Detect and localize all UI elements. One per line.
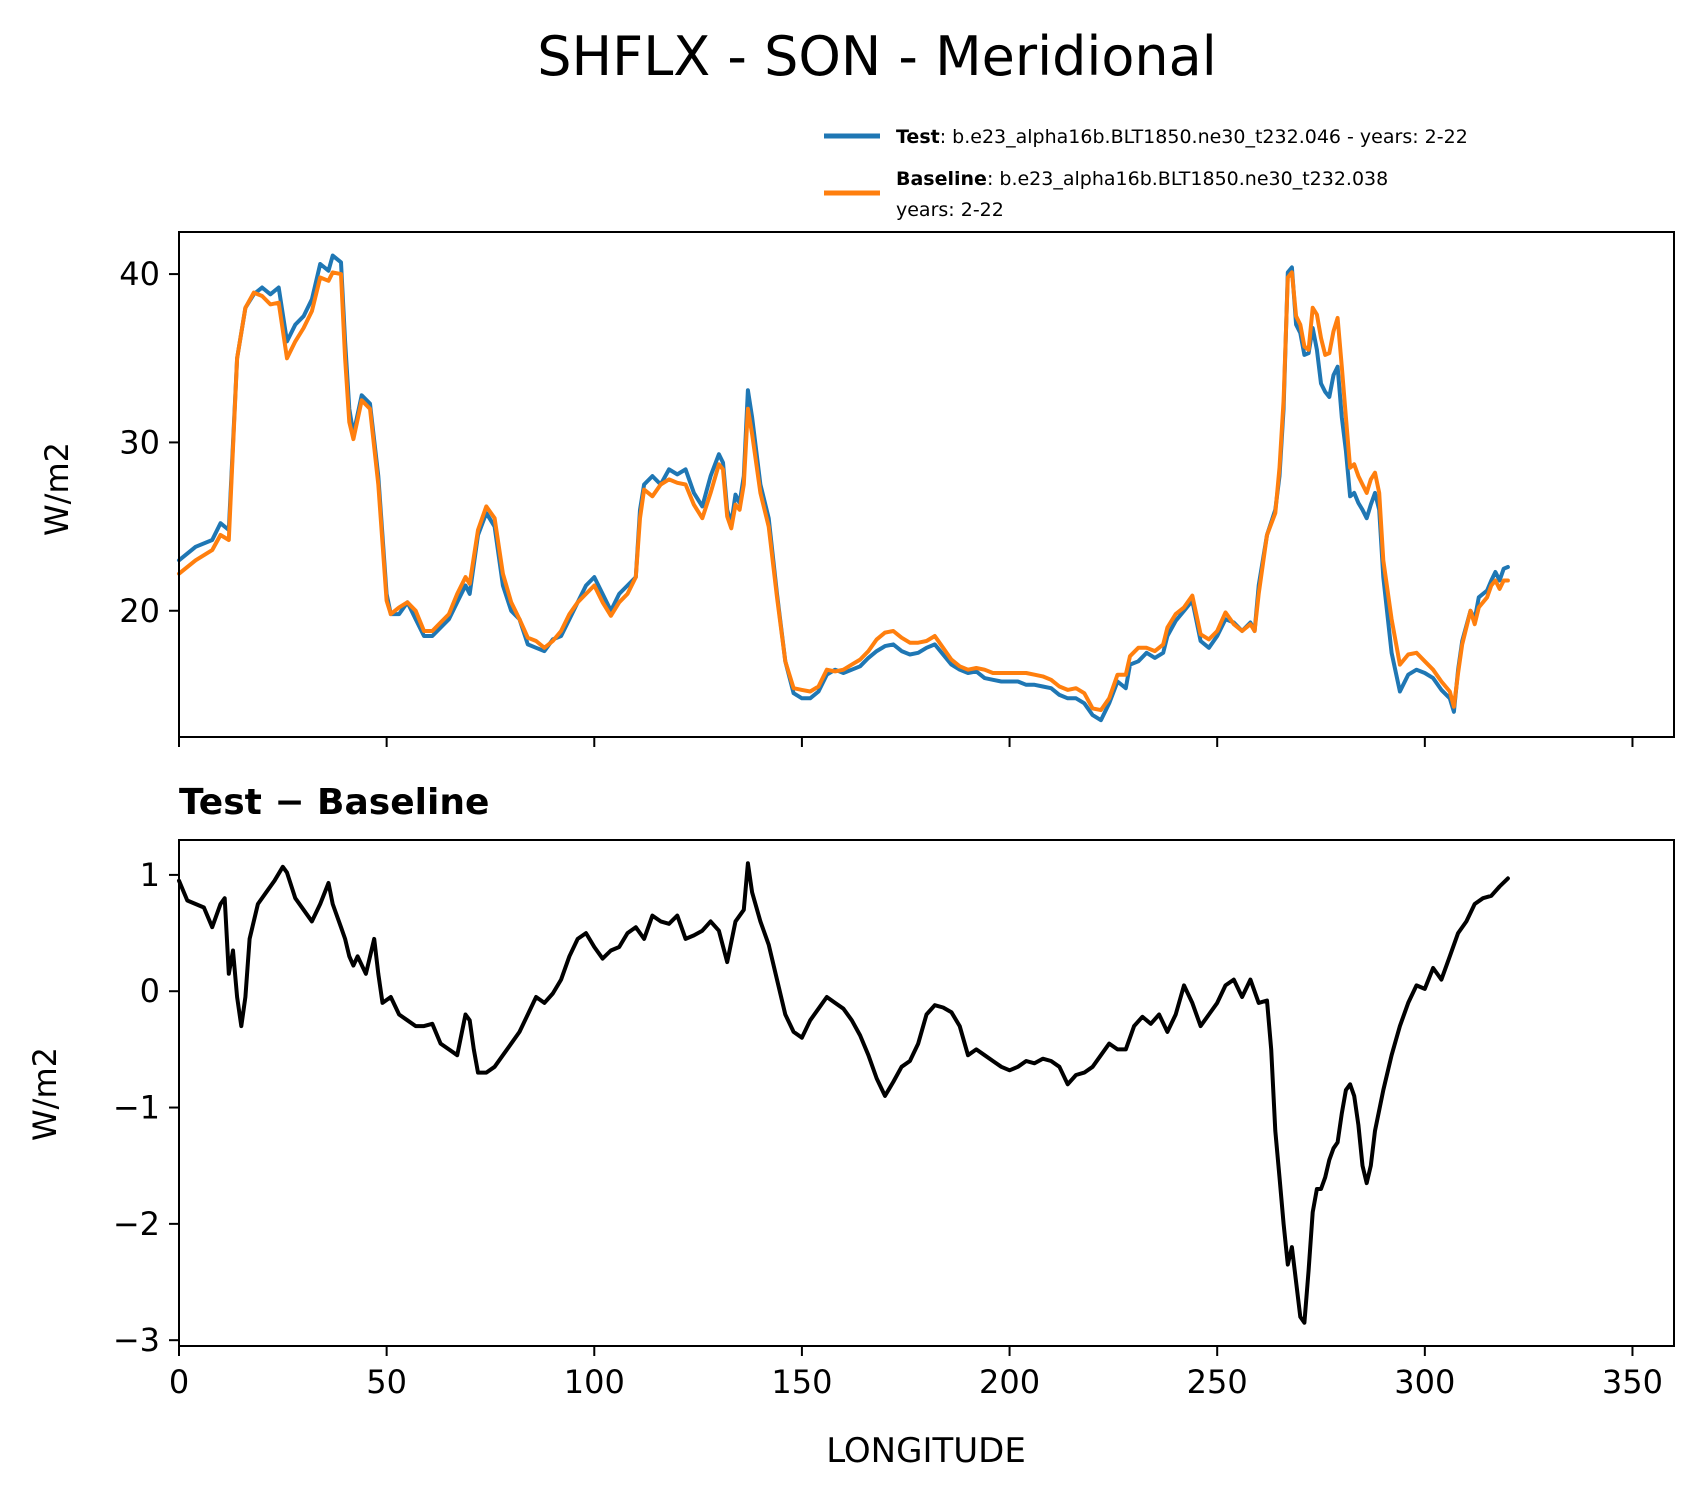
legend-baseline-label: Baseline: b.e23_alpha16b.BLT1850.ne30_t2… bbox=[896, 168, 1388, 190]
bottom-xlabel: LONGITUDE bbox=[826, 1431, 1026, 1471]
figure-title: SHFLX - SON - Meridional bbox=[537, 25, 1216, 88]
bottom-panel: Test − Baseline 0 50 100 150 200 250 300 35010−… bbox=[26, 782, 1675, 1471]
top-ytick-label: 40 bbox=[119, 255, 160, 293]
top-ytick-label: 20 bbox=[119, 592, 160, 630]
bottom-ylabel: W/m2 bbox=[26, 1047, 64, 1141]
bottom-xtick-label: 250 bbox=[1187, 1363, 1248, 1401]
bottom-ytick-label: 0 bbox=[140, 972, 160, 1010]
top-ytick-label: 30 bbox=[119, 423, 160, 461]
bottom-ytick-label: 1 bbox=[140, 856, 160, 894]
bottom-ticks: 0 50 100 150 200 250 300 350 1 0 −1 −2 −3 bbox=[113, 856, 1663, 1401]
bottom-xtick-label: 350 bbox=[1602, 1363, 1663, 1401]
legend: Test: b.e23_alpha16b.BLT1850.ne30_t232.0… bbox=[824, 126, 1468, 221]
top-axes-frame bbox=[178, 231, 1675, 738]
bottom-ytick-label: −1 bbox=[113, 1089, 160, 1127]
series-line-test-baseline bbox=[177, 861, 1510, 1325]
bottom-xtick-label: 0 bbox=[169, 1363, 189, 1401]
top-series bbox=[177, 253, 1510, 723]
bottom-series bbox=[177, 861, 1510, 1325]
series-line-baseline bbox=[177, 270, 1510, 713]
bottom-ytick-label: −3 bbox=[113, 1321, 160, 1359]
bottom-xtick-label: 200 bbox=[979, 1363, 1040, 1401]
bottom-axes-frame bbox=[178, 839, 1675, 1347]
series-line-test bbox=[177, 253, 1510, 723]
top-ylabel: W/m2 bbox=[38, 442, 76, 536]
top-panel: 20 30 40 W/m2 bbox=[38, 231, 1675, 747]
top-ticks: 20 30 40 bbox=[119, 255, 1634, 747]
bottom-xtick-label: 150 bbox=[771, 1363, 832, 1401]
legend-baseline-years: years: 2-22 bbox=[896, 199, 1004, 221]
bottom-ytick-label: −2 bbox=[113, 1205, 160, 1243]
legend-test-label: Test: b.e23_alpha16b.BLT1850.ne30_t232.0… bbox=[896, 126, 1468, 148]
bottom-panel-title: Test − Baseline bbox=[179, 782, 489, 823]
bottom-xtick-label: 50 bbox=[366, 1363, 407, 1401]
bottom-xtick-label: 300 bbox=[1394, 1363, 1455, 1401]
bottom-xtick-label: 100 bbox=[564, 1363, 625, 1401]
